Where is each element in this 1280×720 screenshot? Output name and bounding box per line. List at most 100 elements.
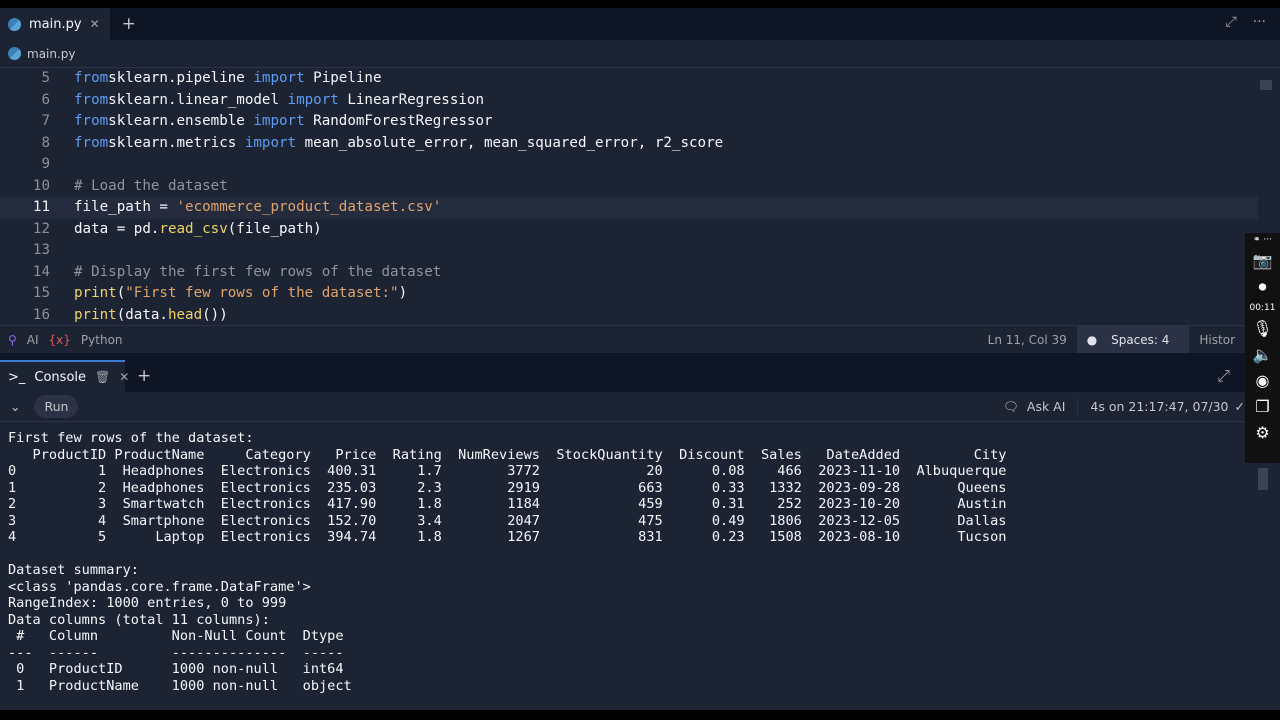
new-tab-button[interactable]: +	[121, 14, 136, 34]
line-number: 12	[32, 220, 50, 237]
chevron-down-icon[interactable]: ⌄	[10, 399, 21, 414]
output-line: 1 2 Headphones Electronics 235.03 2.3 29…	[8, 479, 1007, 496]
history-button[interactable]: Histor	[1199, 332, 1235, 347]
bottom-black-bar	[0, 710, 1280, 720]
output-line: First few rows of the dataset:	[8, 430, 254, 446]
gear-icon[interactable]: ⚙	[1255, 423, 1270, 442]
code-token: sklearn.linear_model	[108, 91, 288, 108]
code-token: # Display the first few rows of the data…	[74, 263, 442, 280]
line-content	[50, 154, 74, 176]
breadcrumb: main.py	[0, 40, 1280, 68]
editor-scrollbar[interactable]	[1260, 80, 1272, 90]
python-icon	[8, 17, 21, 31]
camera-icon[interactable]: 📷	[1252, 251, 1273, 270]
code-line[interactable]: 11 file_path = 'ecommerce_product_dataset…	[0, 197, 1258, 219]
code-token: import	[253, 113, 305, 129]
code-line[interactable]: 16 print(data.head())	[0, 305, 1258, 327]
code-line[interactable]: 8 fromsklearn.metrics import mean_absolut…	[0, 133, 1258, 155]
output-line: 0 1 Headphones Electronics 400.31 1.7 37…	[8, 463, 1007, 479]
indent-setting[interactable]: ● Spaces: 4	[1076, 325, 1190, 354]
code-line[interactable]: 5 fromsklearn.pipeline import Pipeline	[0, 68, 1258, 90]
webcam-icon[interactable]: ◉	[1255, 371, 1270, 390]
console-tab-label: Console	[34, 369, 87, 385]
close-icon[interactable]: ✕	[119, 370, 130, 384]
ai-label[interactable]: AI	[26, 332, 39, 347]
variable-icon: {x}	[48, 332, 71, 347]
code-line[interactable]: 9	[0, 154, 1258, 176]
tab-label: main.py	[29, 16, 82, 32]
pane-resize-handle[interactable]	[0, 353, 1280, 360]
line-content	[50, 240, 74, 262]
console-scrollbar[interactable]	[1258, 468, 1268, 490]
expand-icon[interactable]: ⤢	[1217, 366, 1230, 385]
recorder-toolbar: ⚭ ··· 📷 ⏺ 00:11 🎙 🔈 ◉ ❐ ⚙	[1245, 233, 1280, 463]
more-icon[interactable]: ⚭ ···	[1253, 235, 1272, 245]
record-icon[interactable]: ⏺	[1258, 277, 1267, 296]
cursor-position[interactable]: Ln 11, Col 39	[987, 332, 1067, 347]
code-line[interactable]: 7 fromsklearn.ensemble import RandomFores…	[0, 111, 1258, 133]
line-content: data = pd.read_csv(file_path)	[50, 219, 322, 241]
close-icon[interactable]: ✕	[89, 17, 100, 31]
terminal-icon: >_	[8, 369, 26, 385]
line-number: 15	[32, 285, 50, 301]
line-number: 11	[32, 199, 50, 215]
check-icon: ✓	[1234, 399, 1245, 414]
new-console-tab-button[interactable]: +	[137, 366, 152, 386]
code-token: from	[74, 113, 109, 129]
code-token: mean_absolute_error, mean_squared_error,…	[296, 134, 724, 151]
code-editor[interactable]: 5 fromsklearn.pipeline import Pipeline 6 fr…	[0, 68, 1258, 325]
code-line[interactable]: 13	[0, 240, 1258, 262]
expand-icon[interactable]: ⤢	[1225, 14, 1237, 30]
line-content: # Display the first few rows of the data…	[50, 262, 441, 284]
line-content: file_path = 'ecommerce_product_dataset.c…	[50, 197, 441, 219]
output-line: 0 ProductID 1000 non-null int64	[8, 661, 352, 677]
more-icon[interactable]: ···	[1252, 14, 1266, 30]
output-line: Data columns (total 11 columns):	[8, 611, 270, 628]
line-content: fromsklearn.metrics import mean_absolute…	[50, 133, 723, 155]
breadcrumb-file[interactable]: main.py	[27, 46, 76, 61]
line-number: 8	[41, 134, 50, 151]
output-line: # Column Non-Null Count Dtype	[8, 628, 352, 644]
line-content: print(data.head())	[50, 305, 228, 327]
code-token: LinearRegression	[338, 91, 485, 108]
code-token: read_csv	[159, 220, 228, 237]
tab-console[interactable]: >_ Console 🗑 ✕	[0, 360, 129, 392]
code-line[interactable]: 14 # Display the first few rows of the da…	[0, 262, 1258, 284]
code-token: "First few rows of the dataset:"	[125, 285, 399, 301]
speaker-icon[interactable]: 🔈	[1252, 345, 1273, 364]
ask-ai-button[interactable]: 🗨 Ask AI	[1003, 398, 1079, 415]
code-token: RandomForestRegressor	[304, 113, 493, 129]
run-button[interactable]: Run	[34, 395, 79, 418]
line-number: 9	[41, 156, 50, 172]
run-time: 4s on 21:17:47, 07/30	[1090, 399, 1229, 414]
microphone-icon[interactable]: 🎙	[1252, 319, 1273, 338]
line-content: fromsklearn.linear_model import LinearRe…	[50, 90, 484, 112]
tab-main-py[interactable]: main.py ✕	[0, 8, 110, 40]
output-line: ProductID ProductName Category Price Rat…	[8, 446, 1007, 463]
code-token: sklearn.pipeline	[108, 70, 254, 86]
code-token: (	[116, 285, 126, 301]
trash-icon[interactable]: 🗑	[95, 370, 111, 384]
code-line[interactable]: 6 fromsklearn.linear_model import LinearR…	[0, 90, 1258, 112]
code-line[interactable]: 15 print("First few rows of the dataset:"…	[0, 283, 1258, 305]
line-number: 7	[41, 113, 50, 129]
windows-icon[interactable]: ❐	[1255, 397, 1270, 416]
code-token: data = pd.	[74, 220, 160, 237]
editor-status-bar: ⚲ AI {x} Python Ln 11, Col 39 ● Spaces: …	[0, 325, 1245, 354]
line-number: 6	[41, 91, 50, 108]
code-line[interactable]: 12 data = pd.read_csv(file_path)	[0, 219, 1258, 241]
language-label[interactable]: Python	[80, 332, 123, 347]
line-number: 5	[41, 70, 50, 86]
code-line[interactable]: 10 # Load the dataset	[0, 176, 1258, 198]
line-number: 13	[32, 242, 50, 258]
code-token: 'ecommerce_product_dataset.csv'	[176, 199, 442, 215]
line-content: fromsklearn.pipeline import Pipeline	[50, 68, 382, 90]
code-token: Pipeline	[304, 70, 382, 86]
code-token: import	[244, 134, 297, 151]
line-content: # Load the dataset	[50, 176, 228, 198]
ask-ai-label: Ask AI	[1026, 399, 1066, 414]
code-token: (data.	[116, 306, 168, 323]
output-line: 4 5 Laptop Electronics 394.74 1.8 1267 8…	[8, 529, 1007, 545]
line-number: 16	[32, 306, 50, 323]
indent-label: Spaces: 4	[1111, 332, 1170, 347]
